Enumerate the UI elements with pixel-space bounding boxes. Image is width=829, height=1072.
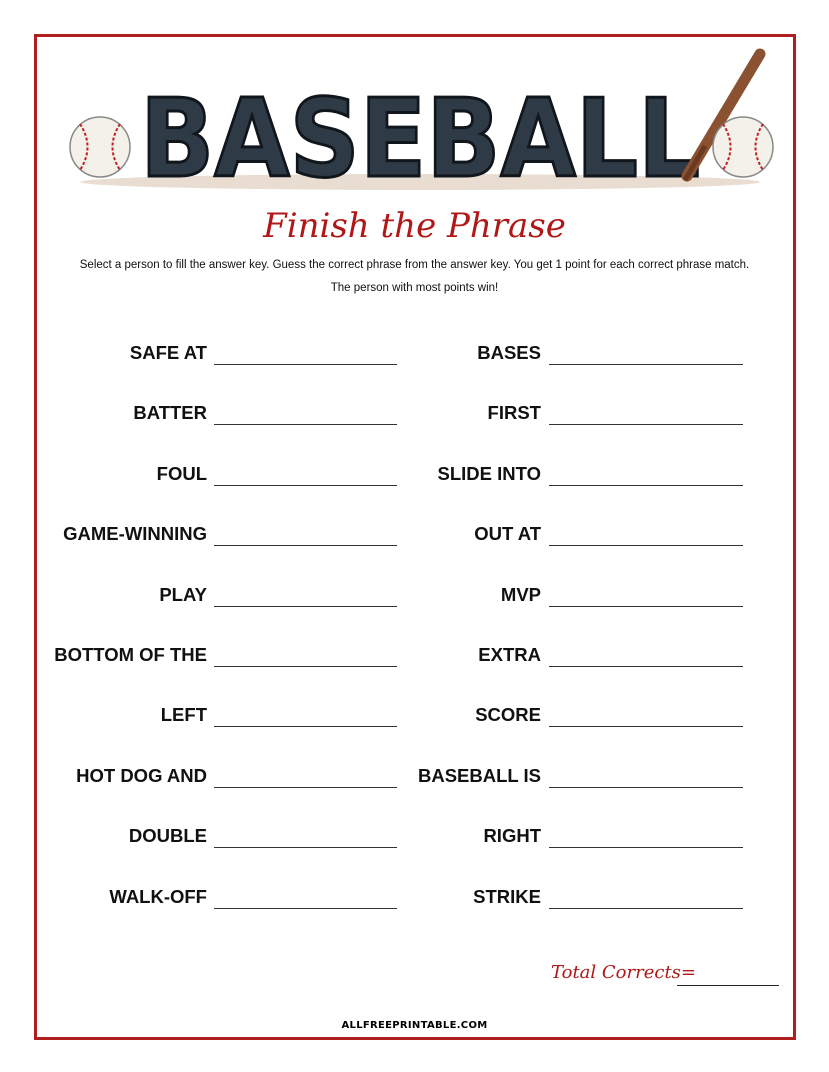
- phrase-row: OUT AT: [0, 523, 829, 553]
- phrase-row: BASEBALL IS: [0, 765, 829, 795]
- answer-line[interactable]: [214, 786, 397, 788]
- phrase-label: STRIKE: [473, 885, 541, 907]
- answer-line[interactable]: [549, 545, 743, 547]
- logo-text: BASEBALL: [140, 77, 700, 196]
- phrase-label: BATTER: [133, 402, 207, 424]
- answer-line[interactable]: [549, 666, 743, 667]
- phrase-row: BASES: [0, 342, 829, 372]
- answer-line[interactable]: [214, 847, 397, 849]
- phrase-row: STRIKE: [0, 886, 829, 916]
- phrase-row: SCORE: [0, 704, 829, 734]
- bat-icon: [681, 48, 766, 182]
- phrase-label: GAME-WINNING: [63, 523, 207, 545]
- answer-line[interactable]: [214, 484, 397, 486]
- answer-line[interactable]: [214, 666, 397, 667]
- answer-line[interactable]: [549, 484, 743, 486]
- phrase-label: WALK-OFF: [109, 885, 207, 907]
- baseball-icon-right: [712, 116, 774, 178]
- answer-line[interactable]: [549, 726, 743, 728]
- instructions: Select a person to fill the answer key. …: [79, 259, 750, 271]
- answer-line[interactable]: [214, 364, 397, 365]
- phrase-label: MVP: [500, 583, 541, 605]
- answer-line[interactable]: [549, 364, 743, 365]
- phrase-row: FOUL: [0, 463, 829, 493]
- phrase-row: SLIDE INTO: [0, 463, 829, 493]
- answer-line[interactable]: [549, 605, 743, 607]
- phrase-label: SAFE AT: [129, 342, 207, 363]
- phrase-label: OUT AT: [474, 523, 541, 545]
- answer-line[interactable]: [214, 424, 397, 426]
- phrase-row: BATTER: [0, 402, 829, 432]
- answer-line[interactable]: [549, 847, 743, 849]
- phrase-label: PLAY: [159, 583, 207, 605]
- phrase-row: SAFE AT: [0, 342, 829, 372]
- answer-line[interactable]: [214, 605, 397, 607]
- phrase-row: FIRST: [0, 402, 829, 432]
- page-border: [34, 34, 796, 1040]
- phrase-label: BASES: [477, 342, 541, 363]
- answer-line[interactable]: [549, 424, 743, 426]
- phrase-row: LEFT: [0, 704, 829, 734]
- phrase-label: LEFT: [160, 704, 207, 726]
- phrase-label: BOTTOM OF THE: [54, 644, 207, 665]
- phrase-row: PLAY: [0, 584, 829, 614]
- answer-line[interactable]: [549, 786, 743, 788]
- phrase-row: MVP: [0, 584, 829, 614]
- phrase-label: SCORE: [475, 704, 541, 726]
- phrase-row: DOUBLE: [0, 825, 829, 855]
- baseball-icon-left: [69, 116, 131, 178]
- phrase-row: GAME-WINNING: [0, 523, 829, 553]
- phrase-label: HOT DOG AND: [76, 764, 207, 786]
- phrase-label: DOUBLE: [128, 825, 207, 847]
- phrase-label: FOUL: [156, 462, 207, 484]
- phrase-row: EXTRA: [0, 644, 829, 674]
- phrase-label: BASEBALL IS: [417, 764, 541, 786]
- footer-website: ALLFREEPRINTABLE.COM: [341, 1020, 488, 1031]
- answer-line[interactable]: [214, 726, 397, 728]
- answer-line[interactable]: [214, 545, 397, 547]
- instructions-line-2: The person with most points win!: [330, 282, 499, 294]
- phrase-row: RIGHT: [0, 825, 829, 855]
- phrase-label: FIRST: [487, 402, 541, 424]
- phrase-label: RIGHT: [483, 825, 541, 847]
- phrase-row: BOTTOM OF THE: [0, 644, 829, 674]
- page-title: Finish the Phrase: [263, 206, 566, 246]
- phrase-row: WALK-OFF: [0, 886, 829, 916]
- answer-line[interactable]: [214, 907, 397, 909]
- phrase-row: HOT DOG AND: [0, 765, 829, 795]
- baseball-banner-logo: BASEBALL: [69, 48, 774, 196]
- total-corrects-label: Total Corrects=: [551, 962, 696, 983]
- answer-line[interactable]: [549, 907, 743, 909]
- total-answer-line[interactable]: [677, 985, 779, 986]
- phrase-label: SLIDE INTO: [437, 462, 541, 484]
- phrase-label: EXTRA: [478, 644, 541, 665]
